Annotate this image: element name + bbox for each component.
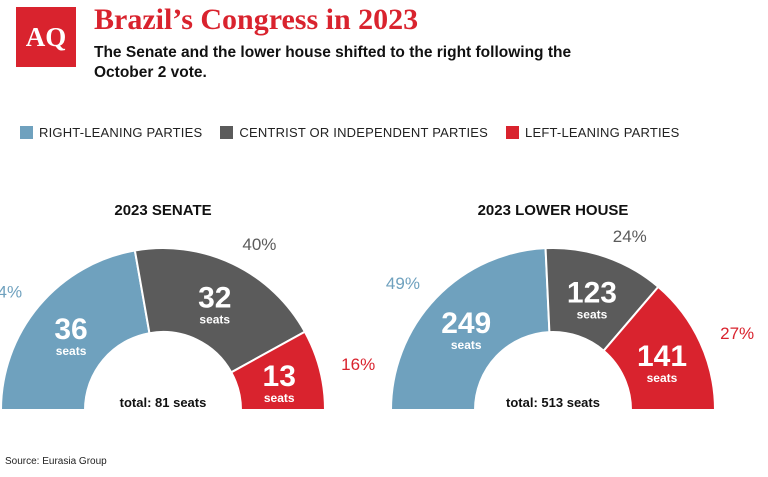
legend: RIGHT-LEANING PARTIES CENTRIST OR INDEPE… (20, 125, 698, 140)
chart-0-segment-centrist (133, 247, 307, 374)
chart-1-seats-unit-left: seats (647, 371, 678, 385)
page-title: Brazil’s Congress in 2023 (94, 3, 419, 36)
chart-0-percent-left: 16% (341, 355, 375, 374)
chart-0-seats-unit-right: seats (56, 344, 87, 358)
page-subtitle: The Senate and the lower house shifted t… (94, 44, 572, 81)
legend-item-left: LEFT-LEANING PARTIES (506, 125, 680, 140)
chart-1-percent-right: 49% (386, 274, 420, 293)
chart-title-0: 2023 SENATE (114, 202, 211, 219)
legend-item-centrist: CENTRIST OR INDEPENDENT PARTIES (220, 125, 488, 140)
chart-1-seats-unit-right: seats (451, 338, 482, 352)
chart-1-total: total: 513 seats (506, 395, 600, 410)
legend-swatch-left (506, 126, 520, 139)
chart-1-segment-right (389, 247, 551, 411)
chart-1-segment-left (602, 285, 717, 411)
legend-label-left: LEFT-LEANING PARTIES (525, 125, 680, 140)
chart-1-seats-centrist: 123 (567, 277, 617, 310)
source-note: Source: Eurasia Group (5, 456, 107, 467)
chart-0-seats-right: 36 (54, 313, 87, 346)
chart-1-seats-right: 249 (441, 307, 491, 340)
chart-0-percent-centrist: 40% (242, 235, 276, 254)
chart-0-seats-left: 13 (263, 360, 296, 393)
legend-label-centrist: CENTRIST OR INDEPENDENT PARTIES (239, 125, 489, 140)
chart-0-segment-left (229, 330, 327, 411)
chart-title-1: 2023 LOWER HOUSE (478, 202, 629, 219)
chart-0-segment-right (0, 249, 151, 411)
aq-logo: AQ (16, 7, 76, 67)
logo-text: AQ (25, 21, 67, 52)
chart-0-seats-centrist: 32 (198, 282, 231, 315)
chart-0-seats-unit-left: seats (264, 391, 295, 405)
chart-0-percent-right: 44% (0, 283, 22, 302)
legend-swatch-centrist (220, 126, 234, 139)
chart-1-percent-left: 27% (720, 324, 754, 343)
legend-swatch-right (20, 126, 33, 139)
legend-item-right: RIGHT-LEANING PARTIES (20, 125, 202, 140)
chart-1-seats-unit-centrist: seats (577, 308, 608, 322)
chart-0-total: total: 81 seats (120, 395, 207, 410)
legend-label-right: RIGHT-LEANING PARTIES (39, 125, 203, 140)
chart-0-seats-unit-centrist: seats (199, 313, 230, 327)
chart-1-percent-centrist: 24% (613, 227, 647, 246)
chart-1-seats-left: 141 (637, 340, 687, 373)
